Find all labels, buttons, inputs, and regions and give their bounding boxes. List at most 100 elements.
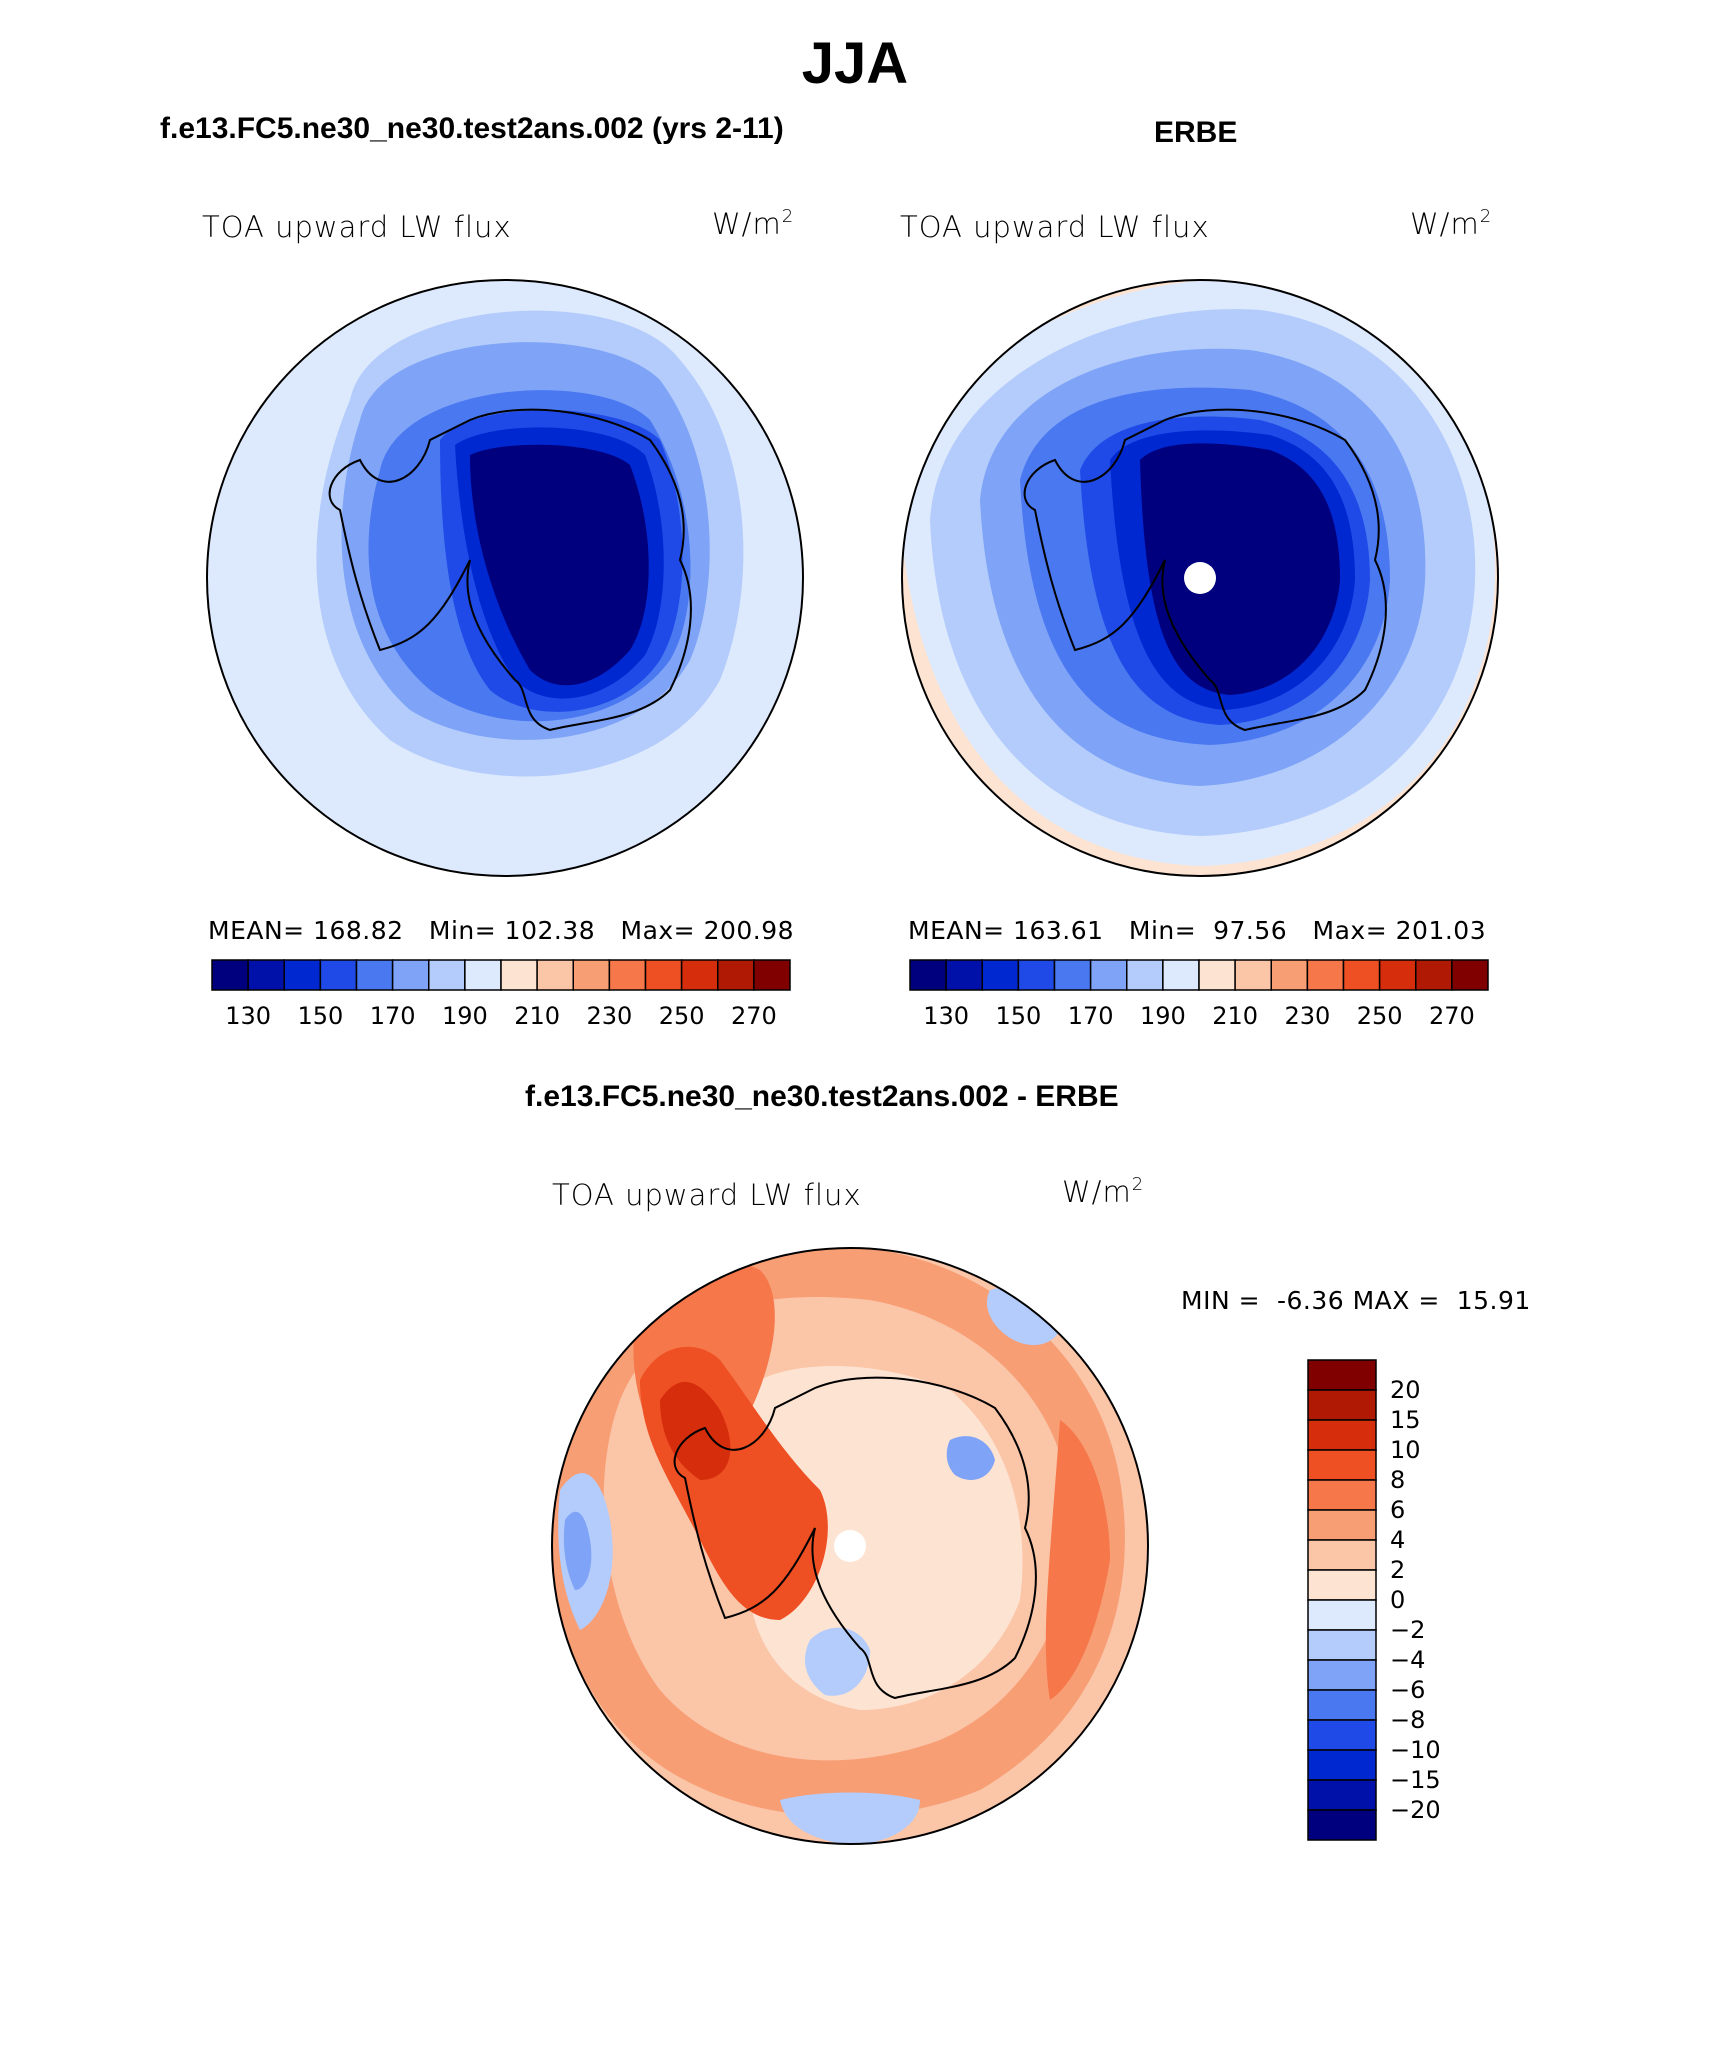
colorbar-tick-label: −15 xyxy=(1390,1766,1441,1794)
colorbar-swatch xyxy=(1234,959,1272,991)
colorbar-swatch xyxy=(211,959,249,991)
mean-label: MEAN= xyxy=(208,916,305,945)
field-10-15 xyxy=(660,1381,731,1480)
field-lt-120 xyxy=(470,444,649,686)
colorbar-tick-label: 190 xyxy=(441,1002,488,1030)
units-label-diff: W/m2 xyxy=(1062,1174,1144,1209)
coastline-antarctica-obs xyxy=(1023,408,1387,732)
mean-label: MEAN= xyxy=(908,916,1005,945)
variable-label-obs: TOA upward LW flux xyxy=(900,210,1210,244)
colorbar-swatch xyxy=(319,959,358,991)
colorbar-swatch xyxy=(1307,1659,1377,1691)
colorbar-tick-label: 150 xyxy=(297,1002,344,1030)
max-value: 200.98 xyxy=(703,916,795,945)
colorbar-swatch xyxy=(1451,959,1489,991)
colorbar-tick-label: 2 xyxy=(1390,1556,1406,1584)
colorbar-swatch xyxy=(1307,1539,1377,1571)
colorbar-swatch xyxy=(572,959,611,991)
max-value: 201.03 xyxy=(1395,916,1487,945)
variable-label-model: TOA upward LW flux xyxy=(202,210,512,244)
units-exp-diff: 2 xyxy=(1131,1174,1145,1195)
colorbar-obs xyxy=(909,959,1489,991)
colorbar-swatch xyxy=(1307,1569,1377,1601)
colorbar-tick-label: 230 xyxy=(1284,1002,1331,1030)
colorbar-swatch xyxy=(1126,959,1164,991)
colorbar-swatch xyxy=(1307,1779,1377,1811)
min-value: 97.56 xyxy=(1213,916,1288,945)
stats-line-diff: MIN = -6.36 MAX = 15.91 xyxy=(1181,1286,1531,1315)
colorbar-tick-label: 270 xyxy=(1428,1002,1475,1030)
colorbar-swatch xyxy=(909,959,947,991)
colorbar-tick-label: −4 xyxy=(1390,1646,1426,1674)
colorbar-swatch xyxy=(644,959,683,991)
units-base-obs: W/m xyxy=(1410,207,1480,241)
colorbar-tick-label: 210 xyxy=(514,1002,561,1030)
colorbar-swatch xyxy=(1307,1599,1377,1631)
colorbar-swatch xyxy=(1089,959,1128,991)
colorbar-swatch xyxy=(1307,1749,1377,1781)
colorbar-tick-label: 150 xyxy=(995,1002,1042,1030)
colorbar-tick-label: 10 xyxy=(1390,1436,1421,1464)
colorbar-swatch xyxy=(1198,959,1236,991)
colorbar-tick-label: 190 xyxy=(1139,1002,1186,1030)
map-boundary-obs xyxy=(901,279,1499,877)
pole-mask-diff xyxy=(834,1530,866,1562)
stats-line-obs: MEAN= 163.61 Min= 97.56 Max= 201.03 xyxy=(908,916,1486,945)
units-base-model: W/m xyxy=(712,207,782,241)
colorbar-swatch xyxy=(1378,959,1417,991)
stats-line-model: MEAN= 168.82 Min= 102.38 Max= 200.98 xyxy=(208,916,794,945)
colorbar-swatch xyxy=(717,959,755,991)
colorbar-tick-label: 170 xyxy=(1067,1002,1114,1030)
colorbar-swatch xyxy=(1307,1359,1377,1391)
units-label-model: W/m2 xyxy=(712,206,794,241)
colorbar-swatch xyxy=(1307,1449,1377,1481)
field-neg4-neg6-east xyxy=(946,1436,995,1480)
colorbar-tick-label: 250 xyxy=(1356,1002,1403,1030)
colorbar-swatch xyxy=(1270,959,1309,991)
colorbar-tick-label: 210 xyxy=(1212,1002,1259,1030)
units-base-diff: W/m xyxy=(1062,1175,1132,1209)
units-exp-obs: 2 xyxy=(1479,206,1493,227)
colorbar-swatch xyxy=(1307,1809,1377,1841)
panel-title-model: f.e13.FC5.ne30_ne30.test2ans.002 (yrs 2-… xyxy=(160,112,784,145)
colorbar-swatch xyxy=(1307,1419,1377,1451)
field-neg2-neg4-south xyxy=(805,1627,870,1696)
colorbar-tick-label: −2 xyxy=(1390,1616,1426,1644)
colorbar-swatch xyxy=(355,959,394,991)
map-model xyxy=(207,280,803,876)
field-6-8-east xyxy=(1045,1420,1110,1700)
min-label: Min= xyxy=(428,916,497,945)
colorbar-tick-label: 20 xyxy=(1390,1376,1421,1404)
colorbar-tick-label: 4 xyxy=(1390,1526,1406,1554)
colorbar-swatch xyxy=(981,959,1020,991)
panel-title-diff: f.e13.FC5.ne30_ne30.test2ans.002 - ERBE xyxy=(525,1080,1119,1113)
colorbar-swatch xyxy=(1415,959,1453,991)
pole-mask-obs xyxy=(1184,562,1216,594)
field-neg2-neg4-ne xyxy=(987,1287,1060,1345)
colorbar-swatch xyxy=(464,959,502,991)
colorbar-tick-label: 130 xyxy=(225,1002,272,1030)
colorbar-tick-label: 0 xyxy=(1390,1586,1406,1614)
coastline-antarctica-model xyxy=(328,408,692,732)
map-boundary-model xyxy=(206,279,804,877)
colorbar-swatch xyxy=(391,959,430,991)
field-lt-120 xyxy=(1140,443,1340,695)
colorbar-swatch xyxy=(247,959,285,991)
units-exp-model: 2 xyxy=(781,206,795,227)
colorbar-tick-label: 170 xyxy=(369,1002,416,1030)
colorbar-tick-label: 6 xyxy=(1390,1496,1406,1524)
colorbar-swatch xyxy=(945,959,983,991)
colorbar-tick-label: 15 xyxy=(1390,1406,1421,1434)
colorbar-model xyxy=(211,959,791,991)
max-label: MAX = xyxy=(1352,1286,1440,1315)
max-value: 15.91 xyxy=(1456,1286,1531,1315)
colorbar-swatch xyxy=(753,959,791,991)
colorbar-tick-label: 270 xyxy=(730,1002,777,1030)
colorbar-swatch xyxy=(680,959,719,991)
colorbar-swatch xyxy=(1017,959,1056,991)
colorbar-tick-label: −6 xyxy=(1390,1676,1426,1704)
colorbar-swatch xyxy=(283,959,322,991)
colorbar-swatch xyxy=(1307,1509,1377,1541)
units-label-obs: W/m2 xyxy=(1410,206,1492,241)
